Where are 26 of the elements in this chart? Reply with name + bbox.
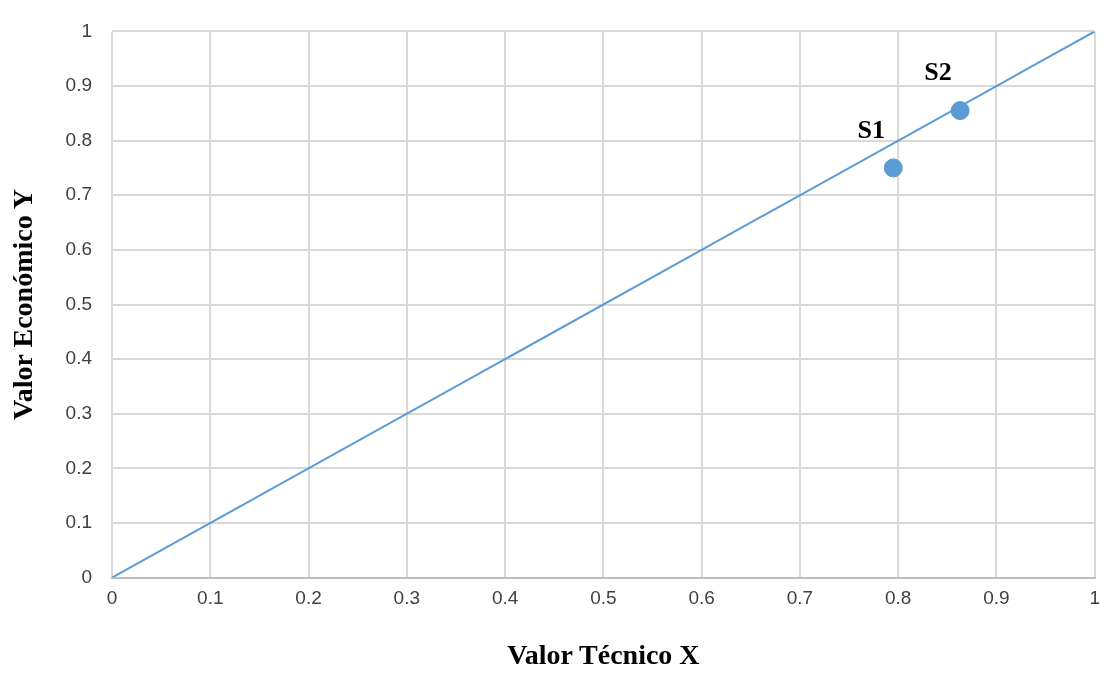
y-axis-title: Valor Económico Y (7, 189, 39, 420)
annotation: S2 (924, 57, 952, 87)
annotation: S1 (857, 114, 885, 144)
y-tick-label: 0.1 (65, 511, 93, 533)
y-tick-label: 0.5 (65, 292, 93, 314)
x-tick-label: 0.7 (786, 587, 814, 609)
x-tick-label: 0.2 (295, 587, 322, 609)
x-tick-label: 0.5 (590, 587, 617, 609)
x-tick-label: 0.9 (983, 587, 1010, 609)
y-tick-label: 1 (81, 19, 93, 41)
x-tick-label: 0.4 (491, 587, 519, 609)
x-axis-title: Valor Técnico X (507, 639, 700, 671)
x-tick-label: 0 (106, 587, 118, 609)
y-tick-label: 0.6 (65, 238, 93, 260)
y-tick-label: 0.4 (65, 347, 93, 369)
y-tick-label: 0 (81, 565, 93, 587)
x-tick-label: 0.6 (688, 587, 715, 609)
x-tick-label: 0.1 (197, 587, 224, 609)
y-tick-label: 0.8 (65, 128, 93, 150)
x-tick-label: 0.8 (884, 587, 912, 609)
x-tick-label: 1 (1089, 587, 1101, 609)
x-tick-label: 0.3 (393, 587, 421, 609)
y-tick-label: 0.3 (65, 401, 93, 423)
y-tick-label: 0.7 (65, 183, 93, 205)
y-tick-label: 0.9 (65, 74, 93, 96)
y-tick-label: 0.2 (65, 456, 93, 478)
